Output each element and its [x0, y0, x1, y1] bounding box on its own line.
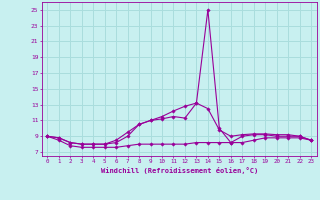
X-axis label: Windchill (Refroidissement éolien,°C): Windchill (Refroidissement éolien,°C): [100, 167, 258, 174]
